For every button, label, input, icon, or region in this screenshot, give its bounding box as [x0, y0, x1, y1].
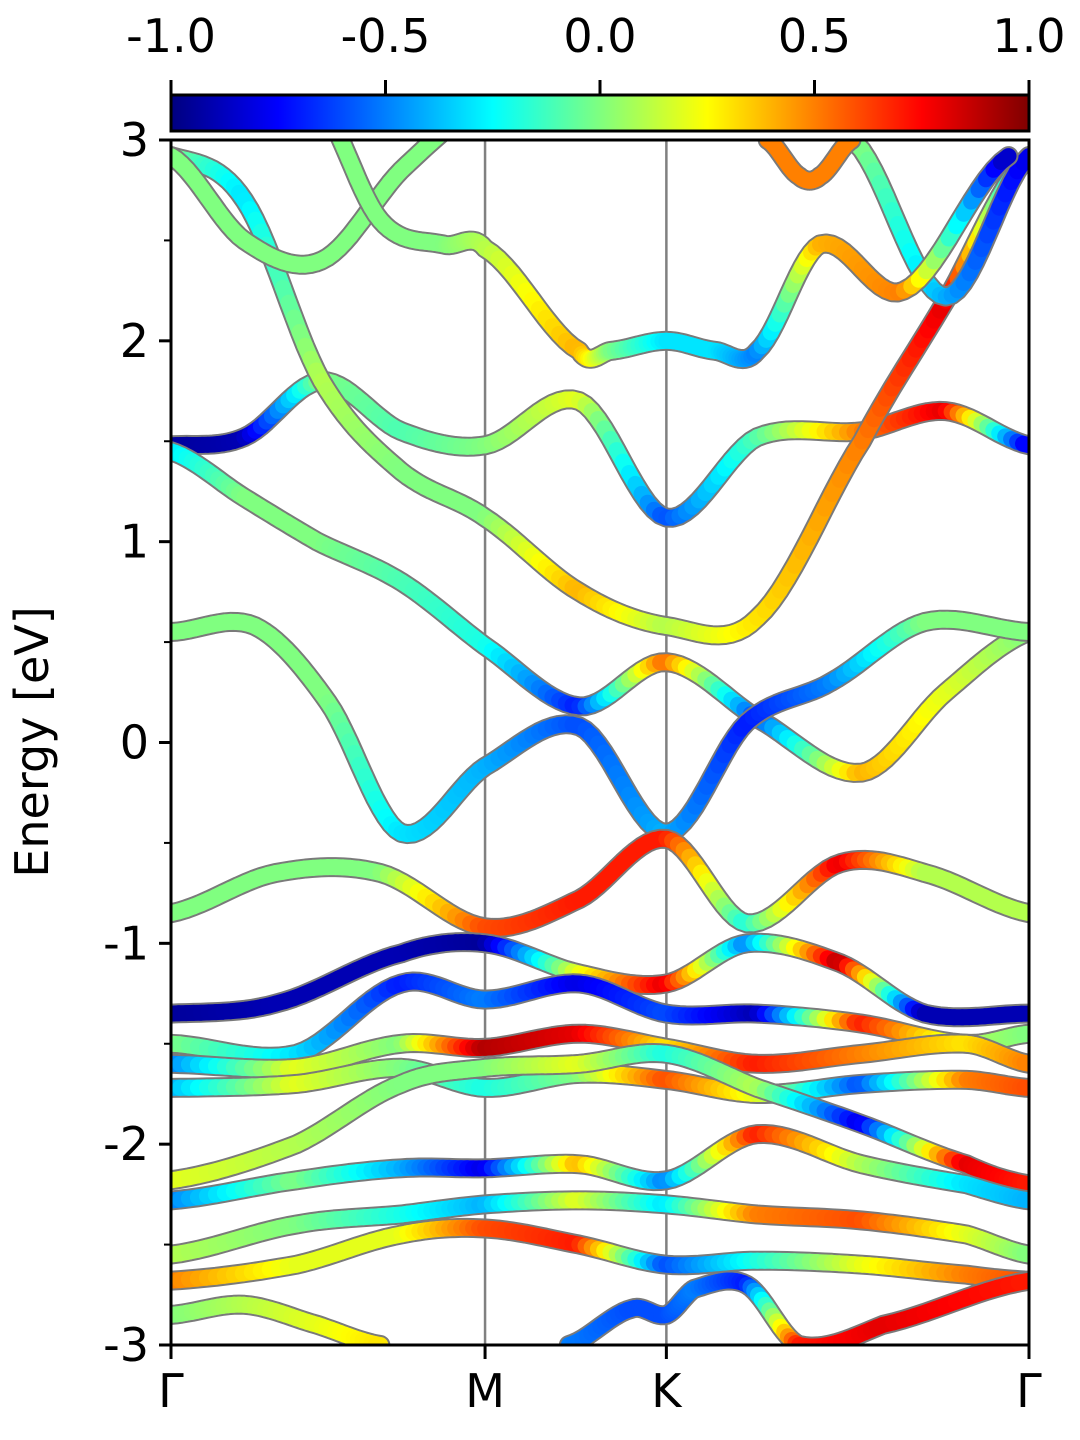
band-segment: [429, 140, 446, 145]
band-segment: [751, 57, 758, 60]
band-segment: [519, 78, 526, 81]
y-tick-label: 3: [120, 113, 149, 167]
band-line: [558, 1270, 1029, 1345]
band-segment: [712, 53, 719, 54]
colorbar-bar: [169, 93, 1031, 133]
x-tick-label: Γ: [1016, 1364, 1042, 1418]
band-line: [171, 146, 1029, 646]
band-segment: [765, 63, 773, 67]
band-segment: [692, 56, 699, 57]
band-segment: [532, 73, 539, 76]
y-axis-ticks: -3 -2 -1 0 1 2 3: [103, 113, 171, 1372]
band-segment: [525, 75, 532, 78]
band-segment: [993, 148, 1017, 170]
colorbar-tick-label: -0.5: [341, 9, 431, 63]
y-tick-label: -2: [103, 1117, 149, 1171]
band-segment: [686, 57, 693, 58]
y-tick-label: 1: [120, 515, 149, 569]
band-line: [171, 609, 1029, 845]
colorbar-tick-label: -1.0: [126, 9, 216, 63]
band-segment: [499, 89, 506, 93]
band-segment: [559, 63, 566, 65]
band-segment: [738, 54, 745, 55]
band-segment: [731, 53, 738, 54]
band-line: [171, 441, 1029, 783]
band-segment: [552, 65, 559, 67]
y-tick-label: 2: [120, 314, 149, 368]
y-axis-label: Energy [eV]: [5, 606, 59, 877]
band-line: [171, 828, 1029, 938]
band-segment: [705, 54, 712, 55]
colorbar: -1.0 -0.5 0.0 0.5 1.0: [126, 9, 1066, 133]
band-segment: [780, 72, 787, 77]
colorbar-ticks: -1.0 -0.5 0.0 0.5 1.0: [126, 9, 1066, 95]
y-tick-label: 0: [120, 716, 149, 770]
band-series: [171, 53, 1029, 1345]
x-tick-label: M: [465, 1364, 505, 1418]
x-tick-label: Γ: [158, 1364, 184, 1418]
band-segment: [795, 83, 803, 89]
band-segment: [744, 55, 750, 57]
band-segment: [679, 58, 685, 59]
band-line: [329, 140, 1019, 370]
colorbar-tick-label: 0.5: [778, 9, 851, 63]
band-line: [757, 140, 862, 191]
colorbar-tick-label: 1.0: [992, 9, 1065, 63]
plot-area: -3 -2 -1 0 1 2 3 Γ M K Γ: [103, 53, 1042, 1418]
band-line: [171, 1043, 1029, 1195]
band-segment: [539, 70, 546, 73]
band-line: [171, 1190, 1029, 1265]
y-tick-label: -1: [103, 916, 149, 970]
band-segment: [772, 67, 780, 72]
y-tick-label: -3: [103, 1318, 149, 1372]
band-segment: [757, 60, 765, 64]
band-segment: [546, 67, 553, 70]
band-segment: [673, 59, 680, 60]
band-segment: [699, 55, 706, 56]
x-tick-label: K: [651, 1364, 683, 1418]
band-segment: [1010, 1272, 1029, 1291]
colorbar-tick-label: 0.0: [563, 9, 636, 63]
band-segment: [787, 77, 795, 83]
band-line: [171, 1124, 1029, 1211]
band-segment: [512, 82, 519, 85]
band-line: [171, 932, 1029, 1028]
band-segment: [505, 85, 512, 89]
